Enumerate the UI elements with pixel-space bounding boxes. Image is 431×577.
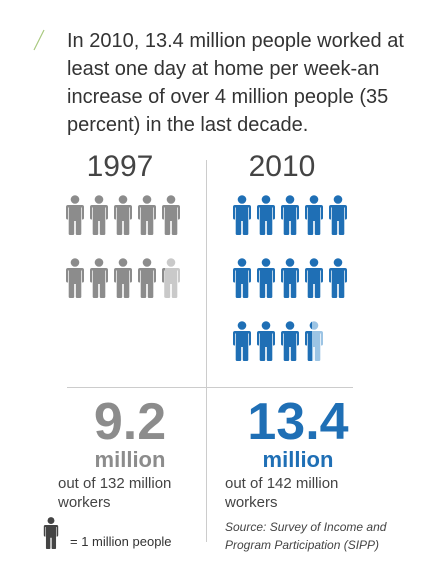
out-of-total-1997: out of 132 million workers xyxy=(58,475,172,511)
big-unit-2010: million xyxy=(262,447,334,472)
decorative-mark xyxy=(33,29,45,51)
person-icon-1997-4 xyxy=(138,195,156,235)
person-icon-2010-8 xyxy=(281,258,299,298)
out-of-total-2010: out of 142 million workers xyxy=(225,475,339,511)
big-value-1997: 9.2 xyxy=(93,393,167,451)
person-icon-2010-2 xyxy=(257,195,275,235)
person-icon-1997-1 xyxy=(66,195,84,235)
person-icon-2010-13 xyxy=(281,321,299,361)
source-note: Source: Survey of Income and Program Par… xyxy=(225,520,387,552)
person-icon-2010-4 xyxy=(305,195,323,235)
big-unit-1997: million xyxy=(94,447,166,472)
person-icon-1997-9 xyxy=(138,258,156,298)
person-icon-1997-8 xyxy=(114,258,132,298)
vertical-divider xyxy=(206,160,207,542)
person-icon-2010-10 xyxy=(329,258,347,298)
year-label-1997: 1997 xyxy=(86,150,154,183)
horizontal-divider xyxy=(67,387,353,388)
person-icon-2010-5 xyxy=(329,195,347,235)
legend-label: = 1 million people xyxy=(70,534,172,549)
headline: In 2010, 13.4 million people worked at l… xyxy=(67,30,404,136)
person-icon-1997-5 xyxy=(162,195,180,235)
person-icon-1997-10 xyxy=(162,258,180,298)
person-icon-1997-3 xyxy=(114,195,132,235)
person-icon-1997-2 xyxy=(90,195,108,235)
person-icon-2010-14 xyxy=(305,321,323,361)
person-icon-2010-6 xyxy=(233,258,251,298)
person-icon-1997-7 xyxy=(90,258,108,298)
person-icon-2010-1 xyxy=(233,195,251,235)
person-icon-2010-3 xyxy=(281,195,299,235)
person-icon-2010-12 xyxy=(257,321,275,361)
big-value-2010: 13.4 xyxy=(247,393,349,451)
person-icon-1997-6 xyxy=(66,258,84,298)
person-icon-2010-7 xyxy=(257,258,275,298)
person-icon-2010-9 xyxy=(305,258,323,298)
person-icon-2010-11 xyxy=(233,321,251,361)
year-label-2010: 2010 xyxy=(248,150,316,183)
person-icon xyxy=(43,517,59,549)
